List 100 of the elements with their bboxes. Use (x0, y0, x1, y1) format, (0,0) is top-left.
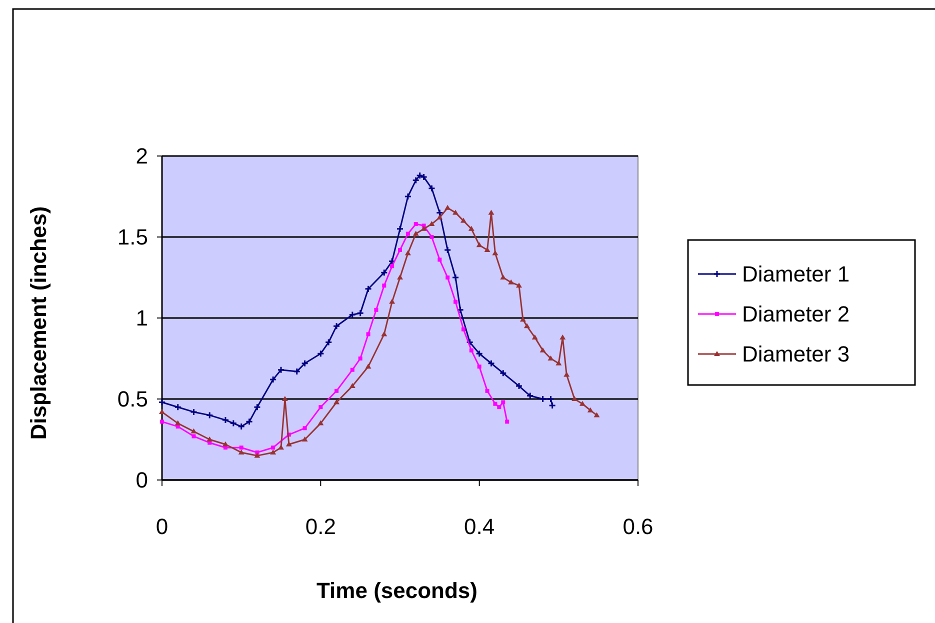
point (254, 452, 260, 458)
point (416, 172, 424, 180)
legend-label: Diameter 2 (742, 302, 850, 327)
x-tick-label: 0 (156, 514, 168, 539)
point (501, 400, 506, 404)
point (436, 214, 443, 220)
x-axis-title: Time (seconds) (316, 578, 478, 603)
point (454, 300, 458, 304)
point (420, 173, 428, 181)
point (505, 420, 510, 424)
point (364, 285, 372, 293)
point (398, 248, 402, 252)
point (524, 323, 530, 328)
point (388, 258, 396, 266)
point (469, 348, 474, 352)
point (461, 327, 466, 332)
point (499, 369, 507, 377)
point (381, 331, 388, 336)
point (206, 436, 213, 442)
point (301, 360, 309, 368)
point (282, 396, 288, 401)
y-tick-label: 2 (136, 144, 148, 169)
point (466, 338, 474, 346)
point (414, 222, 418, 226)
legend-label: Diameter 3 (742, 342, 850, 367)
point (277, 366, 285, 374)
point (397, 274, 403, 280)
point (396, 225, 404, 233)
x-tick-label: 0.2 (305, 514, 336, 539)
point (160, 420, 164, 424)
point (253, 403, 261, 411)
x-tick-label: 0.6 (622, 514, 654, 539)
point (239, 446, 244, 450)
point (190, 408, 198, 416)
point (446, 276, 450, 280)
point (412, 176, 420, 184)
point (270, 449, 276, 454)
point (452, 210, 459, 215)
point (540, 347, 546, 352)
point (334, 388, 339, 393)
point (477, 364, 482, 369)
point (404, 192, 412, 200)
point (159, 408, 165, 414)
point (412, 230, 419, 236)
point (560, 334, 566, 340)
point (366, 332, 370, 336)
point (374, 308, 378, 312)
point (456, 306, 464, 314)
point (286, 441, 292, 446)
point (556, 360, 562, 366)
point (334, 399, 340, 404)
point (316, 350, 324, 358)
point (546, 395, 554, 403)
point (587, 407, 594, 412)
point (539, 395, 547, 403)
point (174, 403, 182, 411)
point (380, 268, 388, 276)
point (356, 309, 364, 317)
point (476, 242, 482, 248)
point (428, 184, 436, 192)
point (487, 360, 495, 368)
point (365, 364, 372, 369)
point (324, 338, 332, 346)
point (271, 446, 276, 450)
point (238, 422, 246, 430)
point (406, 232, 410, 236)
point (382, 284, 386, 288)
point (230, 420, 238, 428)
point (302, 426, 307, 430)
point (515, 382, 523, 390)
point (222, 441, 228, 446)
point (206, 411, 214, 419)
point (452, 274, 460, 282)
point (444, 246, 452, 254)
y-tick-label: 0 (136, 468, 148, 493)
point (516, 282, 522, 288)
point (302, 436, 308, 442)
legend-label: Diameter 1 (742, 262, 850, 287)
point (488, 210, 494, 215)
point (460, 218, 466, 223)
point (438, 258, 442, 262)
point (222, 416, 230, 424)
point (293, 368, 301, 376)
point (389, 298, 396, 304)
x-tick-label: 0.4 (464, 514, 495, 539)
point (436, 208, 444, 216)
point (404, 250, 411, 256)
point (497, 405, 502, 410)
y-tick-label: 1 (136, 306, 148, 331)
point (493, 402, 498, 406)
point (390, 264, 394, 268)
point (246, 418, 254, 426)
point (430, 235, 434, 239)
y-tick-label: 0.5 (117, 386, 148, 412)
point (532, 334, 538, 340)
y-tick-label: 1.5 (117, 224, 148, 250)
point (476, 350, 484, 358)
point (508, 279, 514, 284)
point (468, 226, 474, 231)
point (579, 400, 586, 406)
